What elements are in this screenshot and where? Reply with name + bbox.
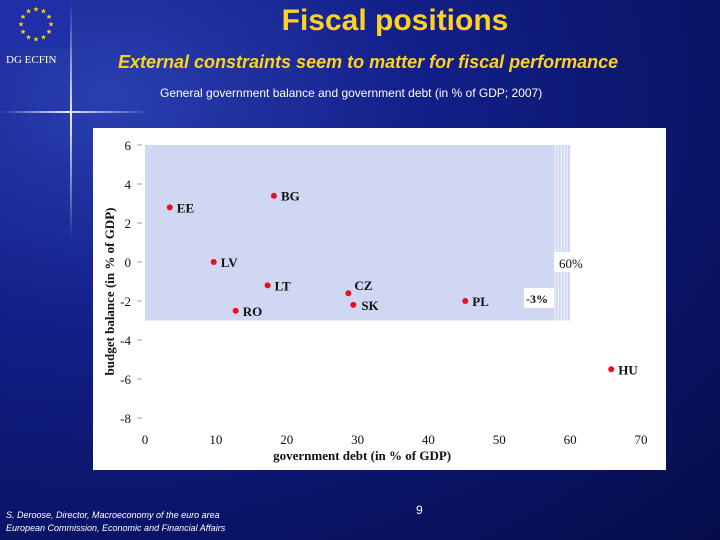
y-tick-label: -8: [120, 411, 131, 426]
x-tick-label: 40: [422, 432, 435, 447]
eu-star-icon: ★: [20, 28, 26, 36]
y-tick-label: 4: [125, 177, 132, 192]
page-number: 9: [416, 503, 423, 517]
eu-star-icon: ★: [46, 13, 52, 21]
y-tick-label: 2: [125, 216, 132, 231]
footer-line-2: European Commission, Economic and Financ…: [6, 523, 226, 533]
data-label-hu: HU: [618, 362, 638, 377]
data-label-ee: EE: [177, 200, 194, 215]
data-point-bg: [270, 192, 277, 199]
x-tick-label: 60: [564, 432, 577, 447]
annotation-60-percent: 60%: [554, 252, 588, 272]
eu-stars-icon: ★★★★★★★★★ ★ ★★: [0, 0, 72, 48]
eu-star-icon: ★: [18, 21, 24, 29]
x-tick-label: 50: [493, 432, 506, 447]
eu-star-icon: ★: [33, 6, 39, 14]
eu-star-icon: ★: [40, 33, 46, 41]
data-point-cz: [345, 290, 352, 297]
reference-band: [145, 145, 571, 321]
x-tick-label: 30: [351, 432, 364, 447]
eu-star-icon: ★: [25, 33, 31, 41]
annotation-minus-3-percent: -3%: [524, 288, 554, 308]
data-point-ro: [232, 307, 239, 314]
x-tick-label: 10: [209, 432, 222, 447]
data-point-sk: [350, 301, 357, 308]
org-label: DG ECFIN: [6, 54, 57, 66]
footer-credits: S. Deroose, Director, Macroeconomy of th…: [6, 509, 225, 535]
annotation-minus3-label: -3%: [526, 292, 548, 306]
x-tick-label: 70: [635, 432, 648, 447]
eu-star-icon: ★: [33, 36, 39, 44]
chart-caption: General government balance and governmen…: [160, 86, 543, 100]
eu-star-icon: ★: [48, 21, 54, 29]
eu-flag-logo: ★ ★ ★ ★ ★ ★ ★ ★ ★ ★ ★ ★: [0, 0, 72, 48]
x-axis-label: government debt (in % of GDP): [273, 448, 451, 463]
x-tick-label: 0: [142, 432, 149, 447]
eu-star-icon: ★: [20, 13, 26, 21]
eu-star-icon: ★: [25, 8, 31, 16]
decorative-light-horizontal: [0, 111, 150, 113]
y-axis-label: budget balance (in % of GDP): [102, 208, 117, 376]
decorative-light-vertical: [70, 0, 72, 240]
x-tick-label: 20: [280, 432, 293, 447]
y-tick-label: -6: [120, 372, 131, 387]
annotation-60-label: 60%: [559, 256, 583, 271]
eu-star-icon: ★: [40, 8, 46, 16]
footer-line-1: S. Deroose, Director, Macroeconomy of th…: [6, 510, 220, 520]
y-tick-label: 0: [125, 255, 132, 270]
data-label-pl: PL: [472, 294, 489, 309]
data-point-lt: [264, 282, 271, 289]
data-label-lv: LV: [221, 255, 238, 270]
data-point-ee: [166, 204, 173, 211]
data-label-lt: LT: [275, 278, 291, 293]
data-label-cz: CZ: [354, 278, 372, 293]
data-point-pl: [462, 298, 469, 304]
chart-frame: 6 4 2 0 -2 -4 -6 -8 0 10 20 30 40 50 60 70 EE BG LV LT CZ S…: [93, 128, 666, 470]
y-tick-label: 6: [125, 138, 132, 153]
page-title: Fiscal positions: [281, 4, 509, 37]
slide-subtitle: External constraints seem to matter for …: [118, 52, 619, 72]
y-tick-label: -2: [120, 294, 131, 309]
data-label-sk: SK: [361, 298, 379, 313]
y-tick-label: -4: [120, 333, 131, 348]
eu-star-icon: ★: [46, 28, 52, 36]
data-point-lv: [210, 259, 217, 265]
data-point-hu: [608, 366, 615, 373]
data-label-bg: BG: [281, 189, 300, 204]
data-label-ro: RO: [243, 304, 263, 319]
